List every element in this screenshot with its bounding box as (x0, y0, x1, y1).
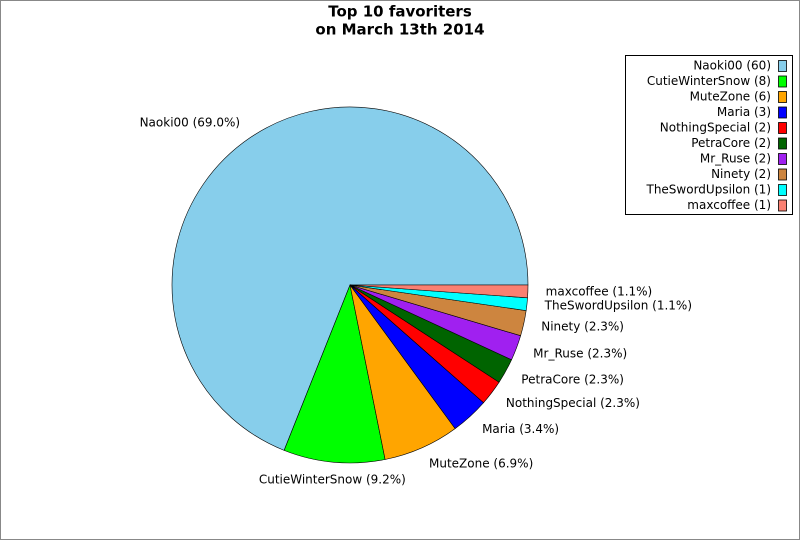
slice-label: Mr_Ruse (2.3%) (533, 347, 627, 361)
slice-label: Ninety (2.3%) (541, 320, 624, 334)
pie-slice (283, 283, 386, 464)
slice-label: MuteZone (6.9%) (429, 457, 533, 471)
legend-swatch (778, 184, 787, 196)
legend-label: TheSwordUpsilon (1) (645, 183, 771, 197)
slice-label: TheSwordUpsilon (1.1%) (544, 299, 692, 313)
legend-label: maxcoffee (1) (687, 198, 771, 212)
pie-slice (171, 106, 529, 451)
legend-label: Ninety (2) (711, 167, 771, 181)
slice-label: Maria (3.4%) (482, 422, 559, 436)
legend-box (625, 55, 793, 215)
legend-swatch (778, 60, 787, 72)
slice-label: NothingSpecial (2.3%) (506, 396, 640, 410)
legend-label: Naoki00 (60) (693, 59, 771, 73)
chart-title: on March 13th 2014 (315, 21, 484, 39)
legend-swatch (778, 75, 787, 88)
legend-label: PetraCore (2) (691, 136, 771, 150)
legend-swatch (778, 106, 787, 119)
legend-label: CutieWinterSnow (8) (647, 74, 771, 88)
legend-swatch (778, 153, 787, 165)
legend-swatch (778, 122, 787, 134)
legend-label: Mr_Ruse (2) (700, 152, 771, 166)
pie-slice (349, 284, 529, 299)
slice-label: PetraCore (2.3%) (521, 372, 624, 386)
chart-title: Top 10 favoriters (328, 3, 472, 21)
slice-label: Naoki00 (69.0%) (140, 115, 241, 129)
legend-swatch (778, 199, 787, 212)
slice-label: maxcoffee (1.1%) (546, 285, 653, 299)
legend-swatch (778, 91, 787, 103)
legend-swatch (778, 168, 787, 181)
legend-label: NothingSpecial (2) (660, 121, 771, 135)
legend-label: MuteZone (6) (690, 90, 771, 104)
legend-swatch (778, 137, 787, 150)
legend-label: Maria (3) (717, 105, 771, 119)
slice-label: CutieWinterSnow (9.2%) (259, 473, 406, 487)
